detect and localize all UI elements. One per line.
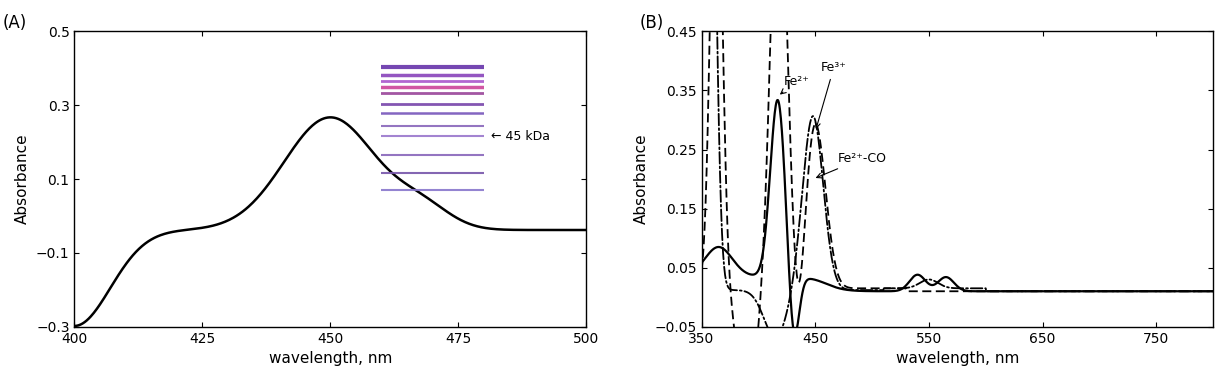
- Text: (B): (B): [640, 14, 664, 32]
- Text: (A): (A): [2, 14, 27, 32]
- Text: Fe²⁺: Fe²⁺: [780, 74, 810, 94]
- Text: ← 45 kDa: ← 45 kDa: [491, 130, 551, 143]
- X-axis label: wavelength, nm: wavelength, nm: [896, 351, 1018, 366]
- Text: Fe³⁺: Fe³⁺: [815, 61, 847, 128]
- Y-axis label: Absorbance: Absorbance: [16, 134, 31, 224]
- X-axis label: wavelength, nm: wavelength, nm: [269, 351, 391, 366]
- Text: Fe²⁺-CO: Fe²⁺-CO: [817, 152, 887, 178]
- Y-axis label: Absorbance: Absorbance: [634, 134, 649, 224]
